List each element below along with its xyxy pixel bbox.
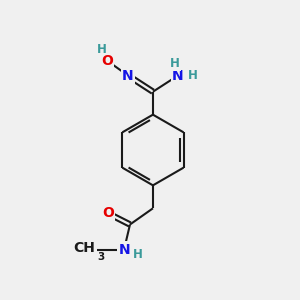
Text: CH: CH bbox=[74, 241, 95, 255]
Text: H: H bbox=[98, 44, 107, 56]
Text: N: N bbox=[172, 68, 184, 83]
Text: O: O bbox=[101, 54, 113, 68]
Text: 3: 3 bbox=[97, 253, 104, 262]
Text: H: H bbox=[188, 69, 198, 82]
Text: O: O bbox=[102, 206, 114, 220]
Text: N: N bbox=[118, 242, 130, 256]
Text: H: H bbox=[132, 248, 142, 261]
Text: H: H bbox=[170, 57, 180, 70]
Text: N: N bbox=[122, 68, 134, 83]
